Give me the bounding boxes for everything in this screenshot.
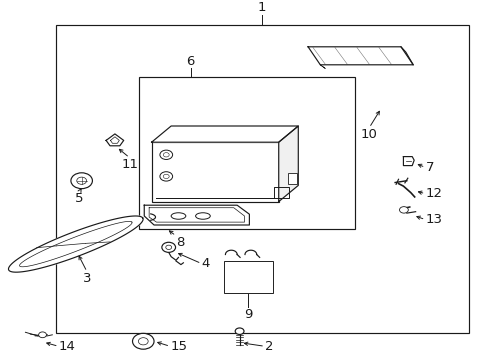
Polygon shape [403,157,413,166]
Text: 13: 13 [425,213,442,226]
Circle shape [399,207,407,213]
Text: 3: 3 [82,272,91,285]
Text: 14: 14 [59,340,76,353]
Circle shape [71,173,92,189]
Bar [139,77,354,229]
Text: 2: 2 [264,340,273,353]
Polygon shape [151,126,298,142]
Bar [151,142,278,202]
Circle shape [160,172,172,181]
Text: 4: 4 [201,257,209,270]
Text: 8: 8 [176,236,184,249]
Bar [287,173,297,184]
Circle shape [132,333,154,349]
Circle shape [160,150,172,159]
Bar [224,261,272,293]
Circle shape [162,242,175,252]
Circle shape [39,332,46,338]
Text: 11: 11 [121,158,138,171]
Polygon shape [106,134,123,146]
Polygon shape [307,47,412,65]
Polygon shape [8,216,143,272]
Text: 12: 12 [425,187,442,200]
Text: 10: 10 [360,128,377,141]
Text: 6: 6 [186,55,195,68]
Polygon shape [278,126,298,202]
Text: 15: 15 [170,340,187,353]
Polygon shape [144,205,249,225]
Text: 5: 5 [75,192,83,205]
Text: 1: 1 [257,1,265,14]
Bar [56,25,468,333]
Text: 7: 7 [425,161,433,174]
Circle shape [235,328,244,334]
Text: 9: 9 [244,308,252,321]
